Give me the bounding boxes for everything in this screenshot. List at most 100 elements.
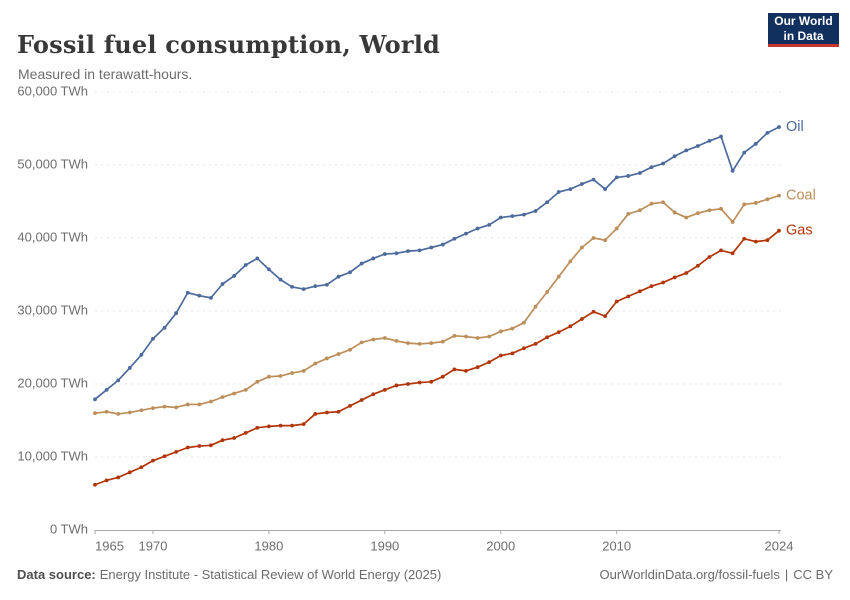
data-point-coal [614, 226, 619, 231]
data-point-oil [580, 182, 584, 186]
data-point-gas [429, 379, 434, 384]
y-axis-tick-label: 30,000 TWh [17, 302, 88, 317]
data-point-oil [707, 139, 712, 143]
data-source: Data source: Energy Institute - Statistic… [17, 567, 441, 582]
data-point-oil [359, 261, 364, 266]
license-link[interactable]: CC BY [793, 567, 833, 582]
data-point-coal [220, 395, 225, 400]
data-point-oil [753, 141, 758, 146]
data-point-oil [162, 325, 167, 330]
data-point-oil [487, 222, 492, 227]
data-point-coal [406, 341, 410, 346]
data-point-gas [209, 443, 213, 448]
data-point-oil [116, 378, 121, 383]
data-point-oil [568, 187, 573, 191]
y-axis-tick-label: 50,000 TWh [17, 156, 88, 171]
data-point-gas [487, 360, 492, 364]
owid-url-link[interactable]: OurWorldinData.org/fossil-fuels [599, 567, 780, 582]
data-point-gas [637, 289, 642, 294]
series-label-gas: Gas [786, 223, 813, 239]
data-point-coal [313, 361, 318, 366]
data-point-gas [730, 251, 735, 256]
data-point-oil [522, 212, 526, 217]
data-point-coal [695, 211, 700, 216]
x-axis-tick-label: 1980 [254, 539, 283, 554]
data-point-oil [266, 267, 271, 272]
data-point-gas [232, 436, 237, 440]
owid-logo[interactable]: Our World in Data [768, 13, 839, 47]
data-point-coal [661, 200, 665, 205]
data-point-coal [232, 391, 237, 396]
data-point-coal [475, 336, 480, 340]
data-point-coal [556, 274, 561, 279]
x-axis-tick-label: 2010 [602, 539, 631, 554]
data-point-coal [626, 212, 631, 216]
data-point-oil [614, 175, 619, 180]
data-point-gas [614, 299, 619, 304]
chart-footer: Data source: Energy Institute - Statistic… [17, 567, 833, 582]
data-point-gas [452, 367, 457, 372]
data-point-oil [220, 282, 225, 286]
data-point-coal [243, 387, 248, 392]
data-point-oil [209, 295, 213, 300]
data-point-oil [313, 284, 318, 289]
data-point-gas [162, 454, 167, 459]
data-point-oil [730, 168, 735, 173]
data-point-gas [394, 383, 399, 388]
data-point-gas [185, 445, 190, 450]
data-point-oil [684, 148, 689, 153]
data-point-coal [753, 201, 758, 205]
data-point-gas [440, 374, 445, 379]
data-point-gas [255, 425, 260, 430]
data-point-gas [116, 475, 121, 480]
y-axis-tick-label: 10,000 TWh [17, 448, 88, 463]
data-point-gas [220, 438, 225, 443]
page-title: Fossil fuel consumption, World [17, 30, 440, 60]
data-point-oil [371, 256, 376, 261]
data-point-coal [359, 340, 364, 345]
data-point-gas [417, 380, 422, 385]
data-point-gas [568, 324, 573, 329]
x-axis-tick-label: 1990 [370, 539, 399, 554]
data-point-oil [139, 352, 144, 357]
data-point-gas [139, 465, 144, 470]
x-axis-tick-label: 2000 [486, 539, 515, 554]
data-point-gas [104, 478, 109, 483]
data-point-coal [336, 352, 341, 356]
series-line-oil[interactable] [94, 126, 780, 401]
data-point-coal [116, 412, 121, 416]
data-point-coal [742, 202, 747, 207]
footer-separator: | [784, 567, 789, 582]
data-point-oil [185, 290, 190, 295]
data-point-coal [580, 245, 584, 250]
data-point-coal [348, 347, 352, 352]
data-point-oil [695, 144, 700, 148]
data-point-gas [580, 317, 584, 321]
data-point-oil [104, 387, 109, 392]
data-point-oil [661, 161, 665, 166]
data-point-oil [440, 242, 445, 247]
data-point-gas [336, 409, 341, 414]
data-point-oil [719, 134, 723, 139]
data-point-coal [278, 374, 283, 378]
data-point-oil [406, 249, 410, 254]
data-point-oil [278, 277, 283, 282]
data-point-gas [371, 392, 376, 397]
data-point-gas [719, 248, 723, 253]
data-point-oil [742, 150, 747, 155]
data-point-coal [777, 193, 781, 198]
data-point-oil [324, 282, 329, 287]
data-point-gas [545, 335, 550, 340]
data-point-coal [417, 341, 422, 346]
data-point-oil [382, 252, 387, 256]
data-point-coal [533, 304, 538, 309]
data-source-text: Energy Institute - Statistical Review of… [99, 567, 442, 582]
series-line-gas[interactable] [94, 229, 780, 486]
data-point-gas [243, 431, 248, 435]
data-point-oil [394, 251, 399, 256]
data-point-gas [174, 449, 179, 454]
chart-subtitle: Measured in terawatt-hours. [18, 66, 193, 82]
series-line-coal[interactable] [94, 194, 780, 415]
data-point-gas [464, 368, 468, 373]
